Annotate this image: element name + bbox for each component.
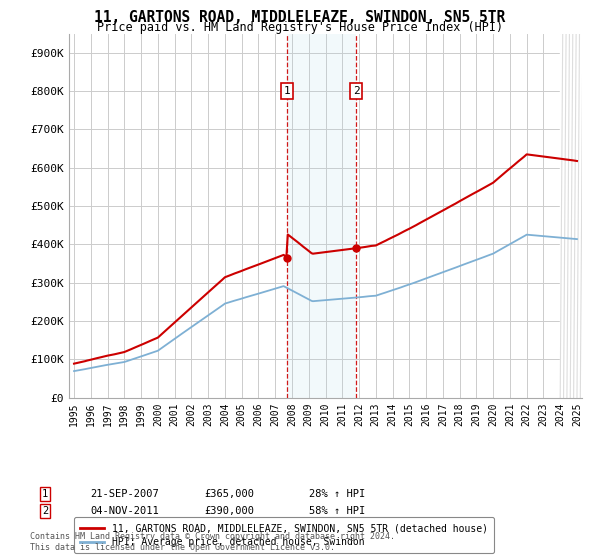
Text: Price paid vs. HM Land Registry's House Price Index (HPI): Price paid vs. HM Land Registry's House … <box>97 21 503 34</box>
Bar <box>287 34 356 398</box>
Bar <box>560 34 582 398</box>
Bar <box>560 34 582 398</box>
Text: 28% ↑ HPI: 28% ↑ HPI <box>309 489 365 499</box>
Text: 58% ↑ HPI: 58% ↑ HPI <box>309 506 365 516</box>
Text: 21-SEP-2007: 21-SEP-2007 <box>90 489 159 499</box>
Text: This data is licensed under the Open Government Licence v3.0.: This data is licensed under the Open Gov… <box>30 543 335 552</box>
Text: 1: 1 <box>284 86 290 96</box>
Text: Contains HM Land Registry data © Crown copyright and database right 2024.: Contains HM Land Registry data © Crown c… <box>30 532 395 541</box>
Text: £365,000: £365,000 <box>204 489 254 499</box>
Text: 2: 2 <box>42 506 48 516</box>
Text: 04-NOV-2011: 04-NOV-2011 <box>90 506 159 516</box>
Legend: 11, GARTONS ROAD, MIDDLELEAZE, SWINDON, SN5 5TR (detached house), HPI: Average p: 11, GARTONS ROAD, MIDDLELEAZE, SWINDON, … <box>74 517 494 553</box>
Text: £390,000: £390,000 <box>204 506 254 516</box>
Bar <box>560 34 582 398</box>
Text: 11, GARTONS ROAD, MIDDLELEAZE, SWINDON, SN5 5TR: 11, GARTONS ROAD, MIDDLELEAZE, SWINDON, … <box>94 10 506 25</box>
Text: 2: 2 <box>353 86 360 96</box>
Text: 1: 1 <box>42 489 48 499</box>
